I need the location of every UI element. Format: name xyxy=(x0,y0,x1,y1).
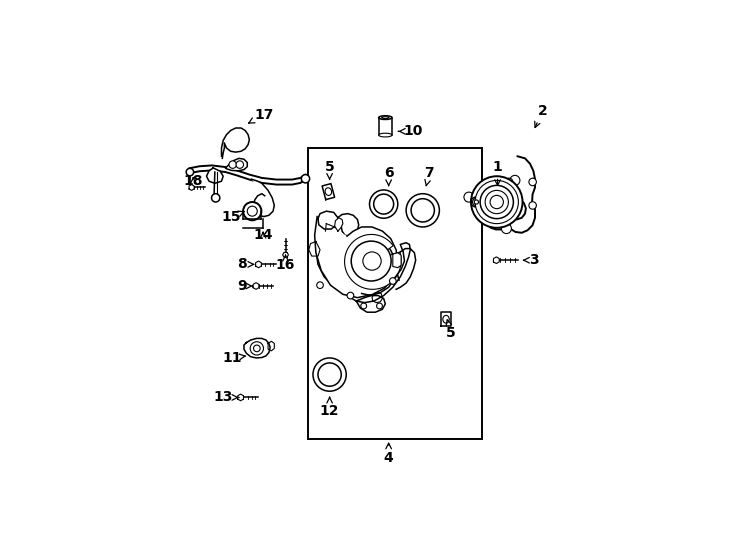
Circle shape xyxy=(236,161,244,168)
Text: 8: 8 xyxy=(237,258,253,272)
Circle shape xyxy=(350,239,393,282)
Circle shape xyxy=(374,194,393,214)
Polygon shape xyxy=(396,248,415,289)
Circle shape xyxy=(390,278,396,285)
Circle shape xyxy=(480,185,513,219)
Polygon shape xyxy=(335,218,343,231)
Polygon shape xyxy=(315,217,398,298)
Circle shape xyxy=(506,178,513,186)
Circle shape xyxy=(471,176,523,228)
Circle shape xyxy=(243,202,261,220)
Circle shape xyxy=(363,252,381,270)
Text: 7: 7 xyxy=(424,166,435,186)
Text: 9: 9 xyxy=(238,279,252,293)
Polygon shape xyxy=(493,257,499,264)
Bar xyxy=(379,118,392,135)
Ellipse shape xyxy=(474,200,479,204)
Circle shape xyxy=(313,358,346,391)
Circle shape xyxy=(347,292,354,299)
Circle shape xyxy=(464,192,474,202)
Ellipse shape xyxy=(379,116,392,119)
Polygon shape xyxy=(318,211,338,229)
Ellipse shape xyxy=(382,117,389,119)
Circle shape xyxy=(506,202,513,209)
Text: 17: 17 xyxy=(249,107,274,123)
Circle shape xyxy=(406,194,440,227)
Circle shape xyxy=(510,176,520,185)
Text: 2: 2 xyxy=(535,104,548,127)
Polygon shape xyxy=(268,341,275,351)
Polygon shape xyxy=(309,241,320,256)
Text: 13: 13 xyxy=(214,390,239,404)
Circle shape xyxy=(356,245,388,277)
Polygon shape xyxy=(238,394,244,401)
Polygon shape xyxy=(350,243,410,302)
Text: 12: 12 xyxy=(320,397,339,418)
Circle shape xyxy=(186,168,194,176)
Circle shape xyxy=(369,190,398,218)
Polygon shape xyxy=(356,295,385,312)
Polygon shape xyxy=(506,156,535,233)
Polygon shape xyxy=(344,234,401,289)
Polygon shape xyxy=(253,282,259,289)
Circle shape xyxy=(475,180,518,224)
Polygon shape xyxy=(441,312,451,326)
Circle shape xyxy=(352,241,391,281)
Polygon shape xyxy=(255,261,261,268)
Polygon shape xyxy=(283,252,288,258)
Text: 11: 11 xyxy=(222,351,245,365)
Ellipse shape xyxy=(473,198,480,206)
Text: 5: 5 xyxy=(446,320,456,340)
Circle shape xyxy=(316,282,324,288)
Circle shape xyxy=(318,363,341,386)
Ellipse shape xyxy=(379,133,392,137)
Polygon shape xyxy=(316,214,396,294)
Polygon shape xyxy=(372,293,382,302)
Text: 14: 14 xyxy=(253,228,273,242)
Circle shape xyxy=(247,206,257,216)
Circle shape xyxy=(361,303,366,309)
Ellipse shape xyxy=(325,188,332,195)
Polygon shape xyxy=(393,253,401,268)
Circle shape xyxy=(253,345,260,352)
Text: 1: 1 xyxy=(493,160,503,185)
Text: 18: 18 xyxy=(184,174,203,188)
Polygon shape xyxy=(222,128,250,158)
Polygon shape xyxy=(472,197,481,207)
Circle shape xyxy=(501,224,512,234)
Text: 15: 15 xyxy=(222,210,244,224)
Text: 4: 4 xyxy=(384,443,393,465)
Text: 16: 16 xyxy=(276,255,295,272)
Circle shape xyxy=(229,161,236,168)
Polygon shape xyxy=(244,339,270,358)
Text: 3: 3 xyxy=(523,253,539,267)
Ellipse shape xyxy=(443,315,449,323)
Circle shape xyxy=(490,195,504,208)
Text: 10: 10 xyxy=(399,124,424,138)
Polygon shape xyxy=(206,168,223,183)
Circle shape xyxy=(529,202,537,209)
Polygon shape xyxy=(189,185,194,191)
Circle shape xyxy=(377,303,382,309)
Circle shape xyxy=(529,178,537,186)
Circle shape xyxy=(485,191,509,214)
Circle shape xyxy=(250,342,264,355)
Bar xyxy=(308,148,482,439)
Text: 6: 6 xyxy=(384,166,393,186)
Text: 5: 5 xyxy=(324,160,335,179)
Polygon shape xyxy=(322,184,335,200)
Polygon shape xyxy=(252,179,275,217)
Circle shape xyxy=(211,194,220,202)
Polygon shape xyxy=(481,180,512,230)
Circle shape xyxy=(411,199,435,222)
Circle shape xyxy=(302,174,310,183)
Polygon shape xyxy=(225,158,247,171)
